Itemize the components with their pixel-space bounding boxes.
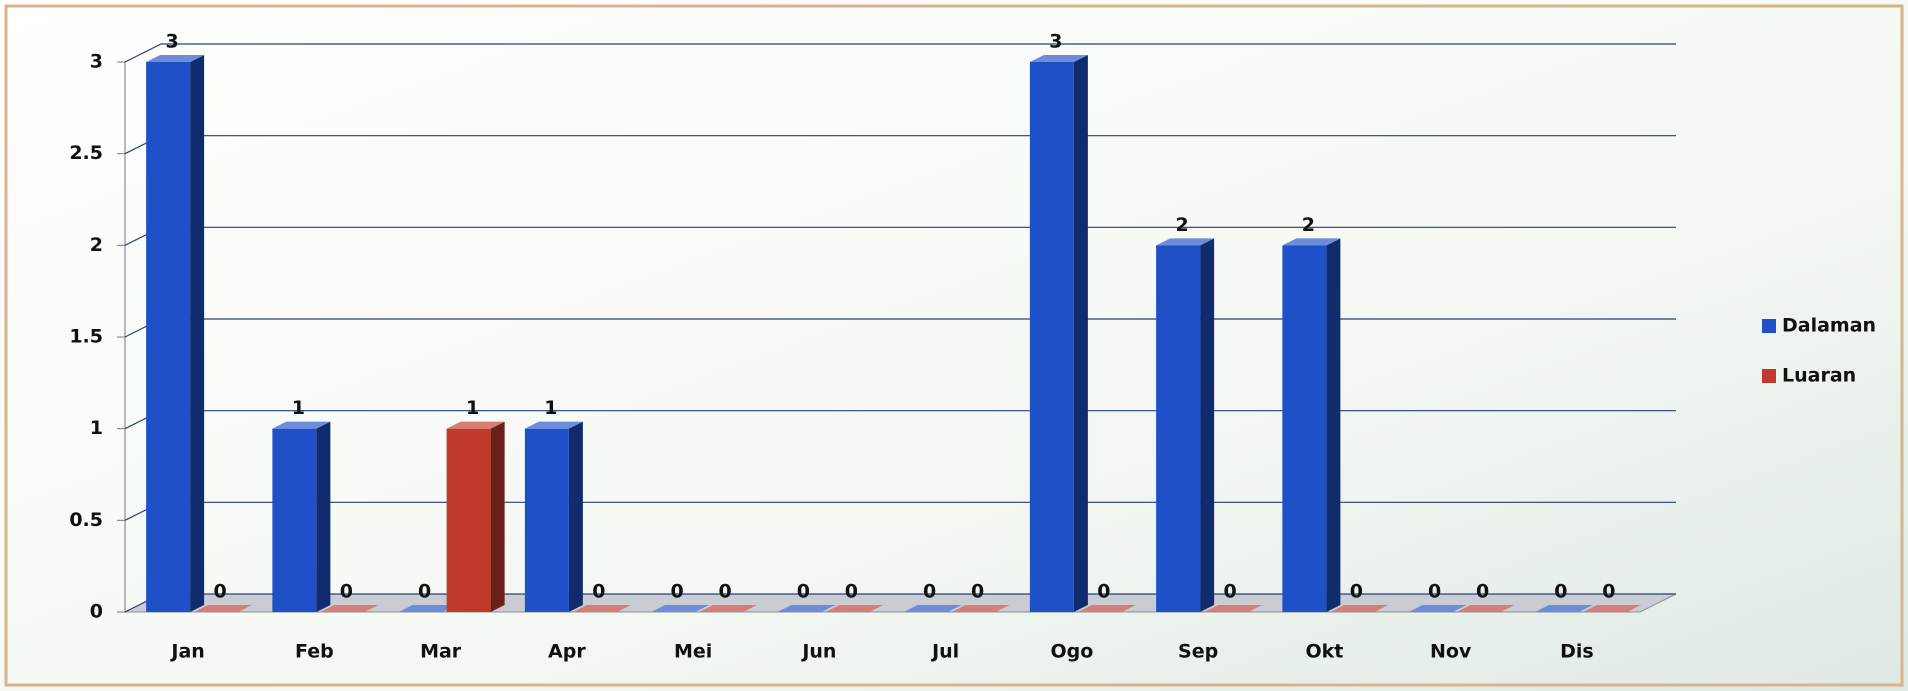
- bar-top: [1534, 605, 1593, 612]
- bar-top: [1204, 605, 1263, 612]
- y-tick-label: 3: [90, 51, 103, 73]
- bar-top: [1330, 605, 1389, 612]
- x-tick-label: Apr: [548, 641, 586, 663]
- bar-top: [446, 421, 505, 429]
- y-tick-label: 1: [90, 417, 103, 439]
- value-label: 0: [1350, 581, 1363, 603]
- legend-label: Luaran: [1782, 365, 1856, 387]
- bar-top: [777, 605, 836, 612]
- bar-top: [1456, 605, 1515, 612]
- x-tick-label: Jul: [930, 641, 959, 663]
- bar-top: [951, 605, 1010, 612]
- bar-top: [524, 421, 583, 429]
- value-label: 0: [1554, 581, 1567, 603]
- bar-top: [320, 605, 379, 612]
- value-label: 0: [671, 581, 684, 603]
- value-label: 3: [1049, 31, 1062, 53]
- value-label: 0: [797, 581, 810, 603]
- x-tick-label: Mar: [420, 641, 462, 663]
- bar-top: [398, 605, 457, 612]
- x-tick-label: Ogo: [1050, 641, 1093, 663]
- bar: [1029, 62, 1074, 612]
- value-label: 0: [1476, 581, 1489, 603]
- bar: [146, 62, 191, 612]
- bar-top: [651, 605, 710, 612]
- bar-top: [1408, 605, 1467, 612]
- y-tick-label: 0: [90, 601, 103, 623]
- bar: [272, 428, 317, 612]
- legend-label: Dalaman: [1782, 315, 1876, 337]
- bar-top: [1282, 238, 1341, 246]
- value-label: 0: [971, 581, 984, 603]
- bar-top: [1156, 238, 1215, 246]
- bar-side: [490, 421, 505, 612]
- x-tick-label: Dis: [1560, 641, 1594, 663]
- value-label: 0: [1602, 581, 1615, 603]
- legend-swatch: [1762, 319, 1776, 333]
- value-label: 1: [466, 397, 479, 419]
- bar-side: [316, 421, 331, 612]
- bar-top: [572, 605, 631, 612]
- value-label: 2: [1176, 214, 1189, 236]
- value-label: 0: [923, 581, 936, 603]
- bar-top: [825, 605, 884, 612]
- bar-side: [190, 55, 205, 612]
- bar-top: [1077, 605, 1136, 612]
- bar-top: [146, 55, 205, 62]
- value-label: 0: [418, 581, 431, 603]
- value-label: 0: [1097, 581, 1110, 603]
- x-tick-label: Nov: [1430, 641, 1472, 663]
- value-label: 0: [845, 581, 858, 603]
- value-label: 0: [1224, 581, 1237, 603]
- bar: [1156, 245, 1201, 613]
- bar-top: [194, 605, 253, 612]
- value-label: 1: [544, 397, 557, 419]
- bar-side: [1326, 238, 1341, 613]
- frame: [4, 4, 1904, 687]
- bar: [524, 428, 569, 612]
- value-label: 3: [166, 31, 179, 53]
- y-tick-label: 2.5: [69, 142, 103, 164]
- legend-swatch: [1762, 369, 1776, 383]
- x-tick-label: Mei: [674, 641, 712, 663]
- value-label: 0: [214, 581, 227, 603]
- y-tick-label: 0.5: [69, 509, 103, 531]
- bar: [446, 428, 491, 612]
- x-tick-label: Jan: [169, 641, 204, 663]
- bar-top: [1029, 55, 1088, 62]
- bar-side: [568, 421, 583, 612]
- x-tick-label: Jun: [800, 641, 836, 663]
- value-label: 2: [1302, 214, 1315, 236]
- value-label: 0: [719, 581, 732, 603]
- bar-top: [272, 421, 331, 429]
- bar-top: [699, 605, 758, 612]
- bar-side: [1200, 238, 1215, 613]
- bar-top: [1582, 605, 1641, 612]
- bar: [1282, 245, 1327, 613]
- value-label: 0: [592, 581, 605, 603]
- bar-top: [903, 605, 962, 612]
- y-tick-label: 1.5: [69, 326, 103, 348]
- x-tick-label: Sep: [1178, 641, 1218, 663]
- value-label: 1: [292, 397, 305, 419]
- y-tick-label: 2: [90, 234, 103, 256]
- value-label: 0: [340, 581, 353, 603]
- x-tick-label: Feb: [295, 641, 334, 663]
- bar-side: [1073, 55, 1088, 612]
- value-label: 0: [1428, 581, 1441, 603]
- grid-line: [124, 43, 1676, 63]
- x-tick-label: Okt: [1305, 641, 1343, 663]
